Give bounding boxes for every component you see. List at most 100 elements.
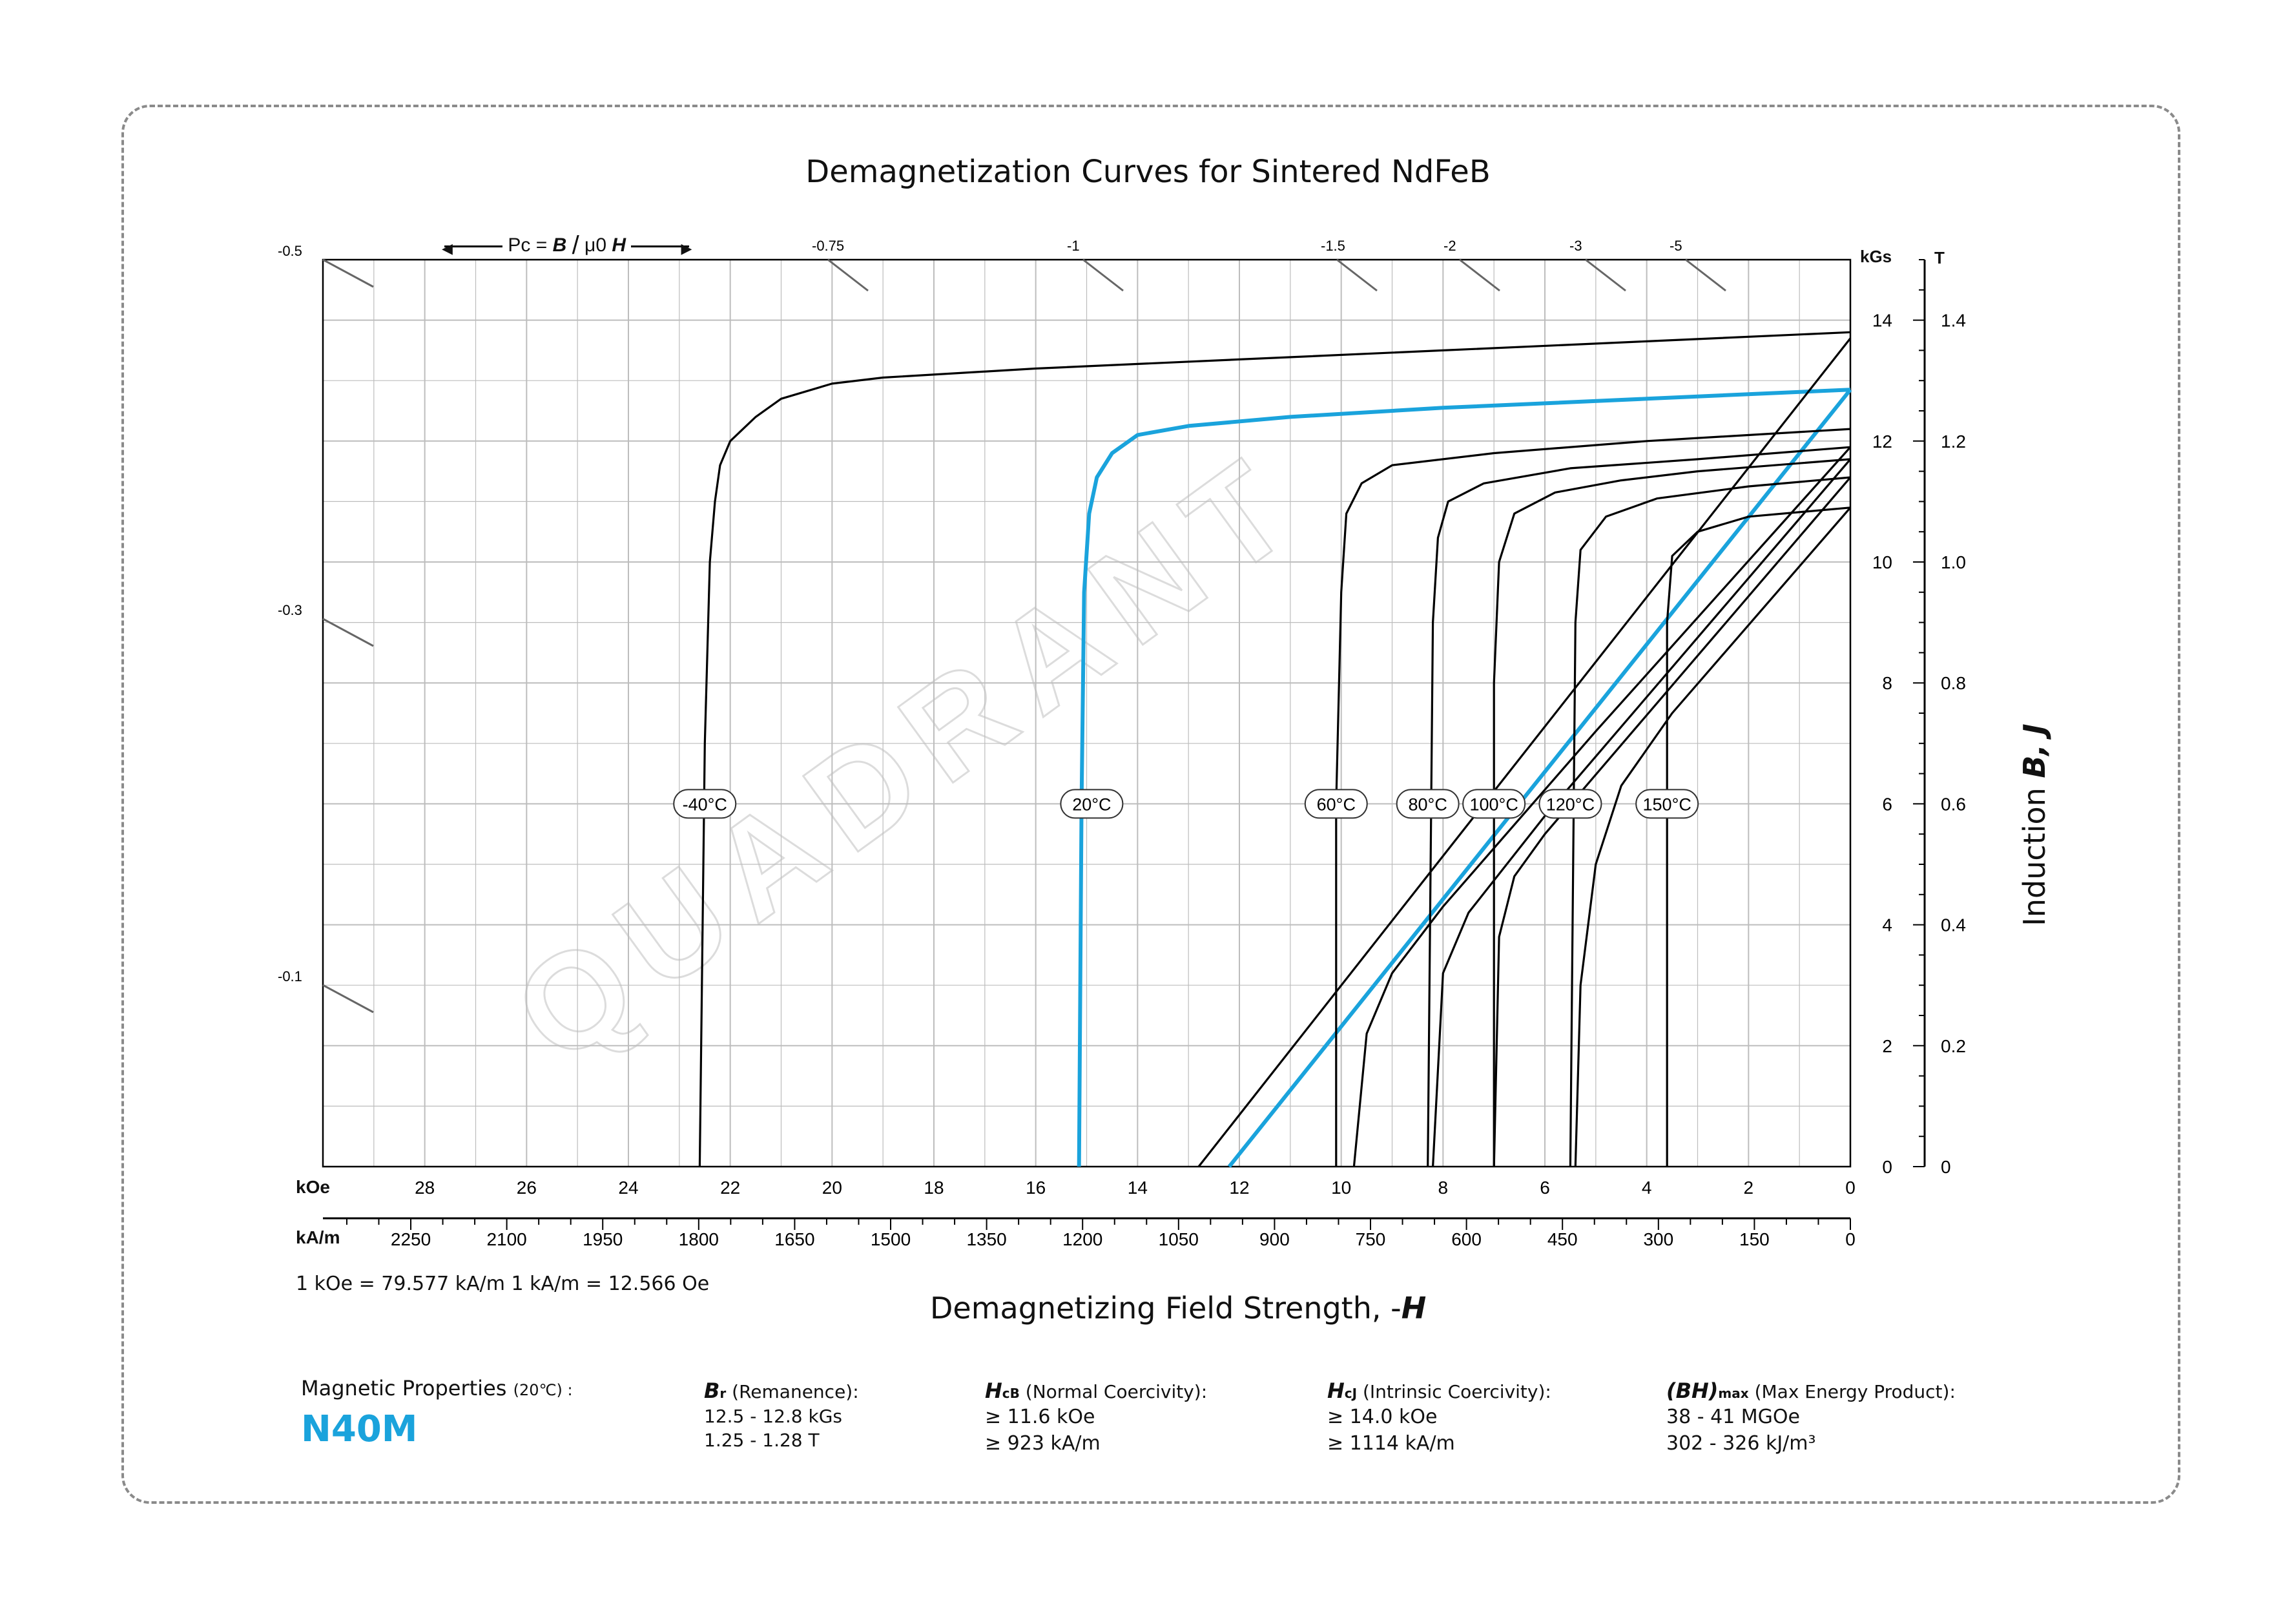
permeance-label-top: -2 [1443,238,1456,254]
x-tick-label-kam: 1650 [774,1229,814,1249]
chart-curves [698,331,1852,1168]
permeance-label-top: -1 [1067,238,1080,254]
grade-name: N40M [301,1408,418,1450]
permeance-ticks: -0.5 -0.3 -0.1 -0.75 -1 -1.5 -2 -3 -5 [278,238,1726,1014]
j-curve-20°C [1077,388,1851,1167]
b-line-60°C [1197,337,1852,1167]
series-label-bubble [1060,789,1124,819]
x-tick-label-kam: 450 [1547,1229,1578,1249]
x-tick-label-kam: 150 [1739,1229,1770,1249]
unit-conversion-note: 1 kOe = 79.577 kA/m 1 kA/m = 12.566 Oe [296,1273,710,1295]
x-tick-label-kam: 2250 [391,1229,431,1249]
x-tick-label-kam: 1800 [679,1229,719,1249]
x-tick-label-kam: 2100 [486,1229,526,1249]
series-label-bubble [1635,789,1699,819]
series-label-120°C: 120°C [1538,789,1602,819]
j-curve-80°C [1427,446,1851,1167]
permeance-label-top: -5 [1670,238,1682,254]
permeance-label-left: -0.5 [278,243,302,259]
permeance-tick [1585,258,1626,292]
b-curve-150°C [1574,506,1852,1167]
permeance-tick [1082,258,1124,292]
permeance-label-top: -3 [1569,238,1582,254]
y-unit-t: T [1934,248,1945,267]
series-label-bubble [1538,789,1602,819]
permeance-tick [322,618,374,647]
permeance-tick [322,984,374,1014]
x-tick-label-koe: 0 [1845,1178,1856,1198]
x-tick-label-kam: 1500 [871,1229,911,1249]
x-unit-koe: kOe [296,1177,330,1197]
y-tick-label-kgs: 2 [1882,1036,1892,1056]
dashed-frame [121,105,2180,1504]
x-tick-label-koe: 24 [618,1178,638,1198]
permeance-tick [1685,258,1726,292]
series-label-100°C: 100°C [1462,789,1526,819]
x-tick-label-kam: 1050 [1159,1229,1199,1249]
permeance-label-top: -1.5 [1321,238,1345,254]
permeance-tick [322,258,374,288]
permeance-tick [827,258,869,292]
b-line-20°C [1227,388,1852,1168]
x-tick-label-koe: 28 [415,1178,435,1198]
watermark: QUADRANT [487,421,1331,1092]
chart-title: Demagnetization Curves for Sintered NdFe… [805,154,1491,190]
series-label-text: 80°C [1409,795,1447,814]
b-curve-100°C [1432,458,1852,1167]
series-label-60°C: 60°C [1304,789,1368,819]
permeance-tick [1336,258,1378,292]
y-tick-label-t: 1.0 [1941,552,1966,572]
prop-hcb: HcB (Normal Coercivity): ≥ 11.6 kOe ≥ 92… [985,1378,1208,1455]
x-tick-label-koe: 16 [1026,1178,1046,1198]
y-tick-label-kgs: 0 [1882,1157,1892,1177]
series-label-20°C: 20°C [1060,789,1124,819]
y-tick-label-t: 1.4 [1941,311,1966,331]
x-tick-label-koe: 8 [1438,1178,1449,1198]
series-labels: -40°C 20°C 60°C 80°C 100°C 120°C 150°C [673,789,1699,819]
arrow-left-icon: ◀ [442,240,502,256]
series-label-text: 150°C [1643,795,1691,814]
series-label-text: 100°C [1469,795,1518,814]
permeance-label: ◀ Pc = B / μ0 H ▶ [442,231,692,260]
series-label-bubble [1304,789,1368,819]
y-unit-kgs: kGs [1860,247,1892,266]
y-tick-label-kgs: 12 [1872,432,1892,452]
x-tick-label-kam: 1950 [583,1229,623,1249]
permeance-label-top: -0.75 [812,238,844,254]
y-tick-label-kgs: 14 [1872,311,1892,331]
x-tick-label-koe: 10 [1331,1178,1351,1198]
x-tick-label-koe: 6 [1540,1178,1550,1198]
prop-hcj: HcJ (Intrinsic Coercivity): ≥ 14.0 kOe ≥… [1327,1378,1551,1455]
y-tick-label-kgs: 10 [1872,552,1892,572]
b-curve-120°C [1493,476,1852,1167]
x-tick-label-koe: 4 [1642,1178,1652,1198]
series-label-bubble [673,789,737,819]
properties-heading: Magnetic Properties (20℃) : [301,1376,573,1400]
series-label-150°C: 150°C [1635,789,1699,819]
y-tick-label-kgs: 4 [1882,915,1892,935]
x-tick-label-koe: 22 [720,1178,740,1198]
x-tick-label-kam: 1350 [966,1229,1006,1249]
x-tick-label-kam: 600 [1451,1229,1482,1249]
permeance-tick [1459,258,1500,292]
y-tick-label-t: 0.6 [1941,794,1966,814]
arrow-right-icon: ▶ [631,240,692,256]
x-tick-label-kam: 1200 [1062,1229,1102,1249]
x-tick-label-koe: 12 [1229,1178,1249,1198]
prop-br: Br (Remanence): 12.5 - 12.8 kGs 1.25 - 1… [704,1378,859,1451]
x-tick-label-koe: 14 [1128,1178,1148,1198]
j-curve-60°C [1335,428,1851,1167]
x-axis-label: Demagnetizing Field Strength, -H [930,1291,1427,1326]
series-label-text: -40°C [683,795,727,814]
y-tick-label-t: 0 [1941,1157,1951,1177]
prop-bhmax: (BH)max (Max Energy Product): 38 - 41 MG… [1666,1378,1956,1455]
series-label-bubble [1462,789,1526,819]
x-tick-label-koe: 26 [517,1178,537,1198]
y-tick-label-t: 0.4 [1941,915,1966,935]
x-tick-label-koe: 20 [822,1178,842,1198]
x-tick-label-kam: 300 [1643,1229,1673,1249]
series-label-text: 60°C [1317,795,1356,814]
x-tick-label-kam: 900 [1259,1229,1290,1249]
